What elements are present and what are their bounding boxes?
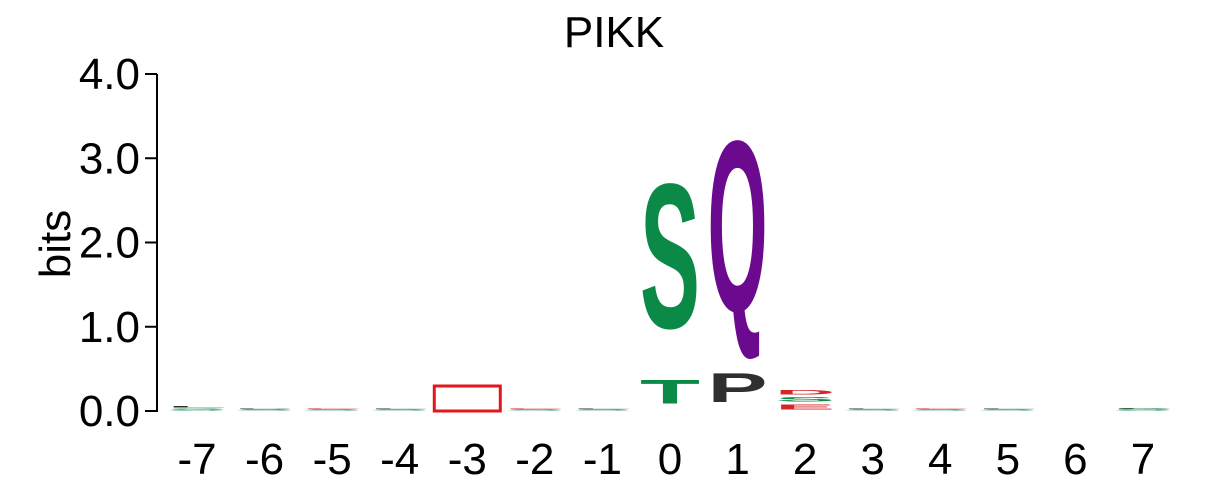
x-tick-label: -4 <box>380 435 419 484</box>
chart-title: PIKK <box>564 8 664 57</box>
logo-letter: E <box>505 408 565 409</box>
x-tick-label: -6 <box>245 435 284 484</box>
x-tick-label: 7 <box>1131 435 1155 484</box>
logo-letter: S <box>302 409 362 411</box>
x-tick-label: 6 <box>1063 435 1087 484</box>
logo-letter: P <box>235 408 295 409</box>
logo-letter: S <box>640 141 700 372</box>
logo-letter: Q <box>708 91 768 363</box>
y-tick-label: 4.0 <box>79 50 140 99</box>
logo-letter: S <box>235 409 295 411</box>
x-tick-label: -2 <box>515 435 554 484</box>
logo-letter: S <box>505 409 565 411</box>
y-axis-label: bits <box>31 210 80 278</box>
logo-letter: E <box>910 408 970 409</box>
x-tick-label: 5 <box>996 435 1020 484</box>
x-tick-label: 2 <box>793 435 817 484</box>
x-tick-label: -5 <box>313 435 352 484</box>
x-tick-label: 3 <box>860 435 884 484</box>
x-tick-label: 1 <box>725 435 749 484</box>
logo-letter: S <box>167 408 227 411</box>
logo-letter: S <box>910 409 970 411</box>
logo-letter: E <box>775 403 835 411</box>
logo-letter: S <box>775 396 835 403</box>
highlight-box <box>432 384 502 413</box>
x-tick-label: 4 <box>928 435 952 484</box>
logo-letter: S <box>572 409 632 411</box>
logo-letter: E <box>302 408 362 409</box>
y-tick-label: 0.0 <box>79 387 140 436</box>
logo-letter: D <box>775 389 835 396</box>
y-tick-label: 3.0 <box>79 134 140 183</box>
x-tick-label: -3 <box>448 435 487 484</box>
logo-letter: L <box>843 408 903 409</box>
x-tick-label: -7 <box>177 435 216 484</box>
logo-letter: P <box>708 365 768 411</box>
logo-letter: L <box>167 406 227 408</box>
y-axis-ticks: 0.0 1.0 2.0 3.0 4.0 <box>79 50 157 436</box>
x-axis-labels: -7 -6 -5 -4 -3 -2 -1 0 1 2 3 4 5 6 7 <box>177 435 1155 484</box>
logo-letter: T <box>640 373 700 411</box>
logo-letter: S <box>370 409 430 411</box>
logo-letter: S <box>978 409 1038 411</box>
logo-letter: L <box>572 408 632 409</box>
logo-letter: L <box>1113 408 1173 409</box>
logo-letter: S <box>1113 408 1173 411</box>
logo-letter: S <box>843 409 903 411</box>
y-tick-label: 1.0 <box>79 303 140 352</box>
y-tick-label: 2.0 <box>79 219 140 268</box>
x-tick-label: 0 <box>658 435 682 484</box>
logo-letter: L <box>370 408 430 409</box>
x-tick-label: -1 <box>583 435 622 484</box>
logo-letter: L <box>978 408 1038 409</box>
